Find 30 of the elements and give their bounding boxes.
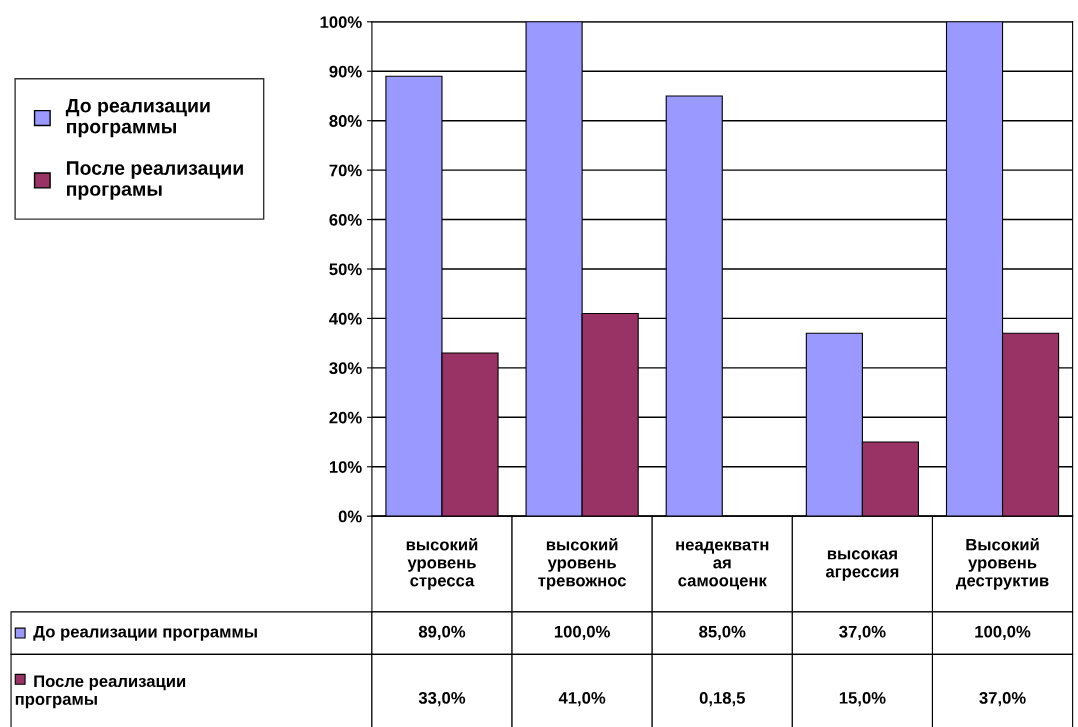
x-tick-label: высокий уровень тревожнос: [538, 537, 626, 590]
x-tick-label: Высокий уровень деструктив: [956, 537, 1049, 590]
data-label: 100,0%: [975, 625, 1031, 640]
y-tick-label: 60%: [329, 213, 362, 226]
data-label: 37,0%: [979, 691, 1026, 707]
data-label: 100,0%: [554, 625, 610, 640]
data-label: 85,0%: [699, 625, 746, 640]
y-tick-label: 40%: [329, 312, 362, 325]
y-tick-label: 70%: [329, 164, 362, 177]
text: 0,18,5: [699, 691, 745, 707]
legend-label: После реализации програмы: [66, 161, 243, 200]
y-tick-label: 80%: [329, 115, 362, 127]
data-label: 33,0%: [418, 691, 466, 707]
x-tick-label: высокий уровень стресса: [406, 537, 478, 590]
y-tick-label: 10%: [329, 461, 362, 473]
data-label: 41,0%: [558, 691, 606, 707]
y-tick-label: 90%: [329, 65, 362, 78]
data-label: 15,0%: [839, 691, 886, 707]
y-tick-label: 0%: [338, 510, 362, 523]
legend-label: До реализации программы: [33, 625, 257, 641]
text: После реализации програмы: [15, 675, 186, 709]
data-label: 89,0%: [418, 625, 466, 640]
y-tick-label: 50%: [329, 263, 362, 276]
x-tick-label: неадекватн ая самооценк: [676, 541, 769, 590]
data-label: 37,0%: [839, 625, 886, 640]
y-tick-label: 20%: [329, 411, 362, 424]
y-tick-label: 100%: [320, 16, 362, 29]
x-tick-label: высокая агрессия: [825, 550, 899, 581]
text: До реализации программы: [65, 98, 210, 138]
y-tick-label: 30%: [329, 362, 362, 375]
